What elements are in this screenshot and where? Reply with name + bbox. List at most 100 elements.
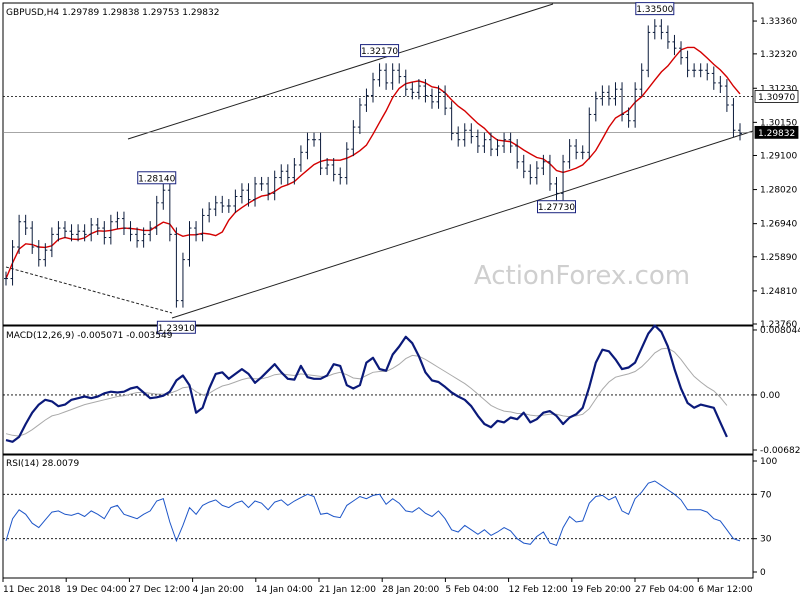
ohlc-bar (233, 189, 238, 213)
ohlc-bar (646, 25, 651, 78)
pivot-label: 1.23910 (158, 324, 195, 334)
dashed-support-line (5, 266, 173, 314)
ohlc-bar (534, 161, 539, 185)
ohlc-bar (36, 240, 41, 267)
pivot-label: 1.27730 (538, 203, 575, 213)
ohlc-bar (141, 227, 146, 248)
ohlc-bar (272, 170, 277, 201)
resistance-price-label: 1.30970 (758, 93, 795, 103)
ohlc-bar (521, 154, 526, 179)
ohlc-bar (384, 63, 389, 90)
ohlc-bar (194, 221, 199, 242)
ohlc-bar (331, 158, 336, 182)
ohlc-bar (69, 224, 74, 242)
ohlc-bar (325, 158, 330, 176)
ohlc-bar (338, 167, 343, 185)
macd-y-tick-label: 0.008044 (760, 326, 800, 336)
ohlc-bar (220, 195, 225, 213)
ohlc-bar (587, 107, 592, 160)
price-y-tick-label: 1.31230 (760, 84, 797, 94)
ohlc-bar (561, 154, 566, 201)
ohlc-bar (659, 19, 664, 40)
ohlc-bar (49, 227, 54, 258)
ohlc-bar (351, 120, 356, 157)
ohlc-bar (30, 221, 35, 254)
ohlc-bar (429, 88, 434, 109)
ohlc-bar (692, 63, 697, 78)
ohlc-bar (4, 271, 8, 286)
x-tick-label: 4 Jan 20:00 (193, 585, 245, 595)
ohlc-bar (259, 176, 264, 191)
ohlc-bar (731, 98, 736, 138)
ohlc-bar (416, 79, 421, 100)
lower-channel-line (171, 130, 754, 319)
price-y-tick-label: 1.28020 (760, 186, 797, 196)
ohlc-bar (685, 50, 690, 78)
ohlc-bar (187, 221, 192, 267)
ohlc-bar (462, 123, 467, 147)
ohlc-bar (364, 88, 369, 112)
ohlc-bar (547, 154, 552, 191)
ohlc-bar (665, 25, 670, 49)
ohlc-bar (253, 176, 258, 207)
ohlc-bar (17, 214, 22, 254)
ohlc-bar (403, 69, 408, 97)
ohlc-bar (508, 132, 513, 153)
ohlc-bar (475, 129, 480, 153)
ohlc-bar (593, 91, 598, 122)
ohlc-bar (443, 85, 448, 116)
ohlc-bar (226, 199, 231, 213)
price-y-tick-label: 1.24810 (760, 287, 797, 297)
ohlc-bar (128, 221, 133, 242)
ohlc-bar (410, 82, 415, 100)
ohlc-bar (397, 63, 402, 84)
ohlc-bar (154, 195, 159, 236)
ohlc-bar (121, 211, 126, 236)
ohlc-bar (390, 63, 395, 90)
pivot-label: 1.33500 (636, 5, 673, 15)
ohlc-bar (567, 139, 572, 169)
ohlc-bar (298, 145, 303, 172)
rsi-layer (3, 480, 753, 547)
ohlc-bar (620, 82, 625, 122)
pivot-label-box (360, 44, 400, 58)
ohlc-bar (456, 126, 461, 147)
macd-main-line (5, 324, 728, 443)
ohlc-bar (574, 139, 579, 160)
ohlc-bar (371, 72, 375, 103)
ohlc-bar (469, 123, 474, 144)
ohlc-bar (541, 154, 546, 176)
axis-layer: 1.33360 1.32320 1.31230 1.30150 1.29100 1.280… (2, 17, 800, 595)
macd-y-tick-label: 0.00 (760, 391, 780, 401)
ohlc-bar (108, 214, 113, 245)
price-y-tick-label: 1.25890 (760, 253, 797, 263)
rsi-line (5, 480, 741, 547)
ohlc-bar (554, 176, 559, 201)
pivot-label-box (635, 2, 675, 16)
ohlc-bar (43, 243, 48, 267)
ohlc-bar (115, 211, 120, 229)
pivot-label: 1.32170 (361, 47, 398, 57)
ohlc-bar (305, 132, 310, 160)
ohlc-bar (423, 79, 428, 103)
ohlc-bar (161, 183, 166, 210)
ohlc-bar (672, 34, 677, 56)
ohlc-bar (738, 123, 742, 141)
rsi-y-tick-label: 30 (760, 535, 772, 545)
ohlc-bar (606, 85, 611, 106)
ohlc-bar (488, 132, 493, 157)
x-tick-label: 5 Feb 04:00 (445, 585, 499, 595)
ohlc-bar (89, 217, 94, 242)
ohlc-bar (174, 227, 179, 308)
ohlc-bar (679, 41, 684, 65)
price-header: GBPUSD,H4 1.29789 1.29838 1.29753 1.2983… (6, 8, 219, 18)
ohlc-bar (502, 132, 507, 153)
rsi-header: RSI(14) 28.0079 (6, 459, 79, 469)
ohlc-bar (207, 202, 212, 223)
x-tick-label: 11 Dec 2018 (3, 585, 61, 595)
price-y-tick-label: 1.33360 (760, 17, 797, 27)
ohlc-bar (652, 19, 657, 40)
ohlc-bar (613, 82, 618, 106)
ohlc-bar (528, 164, 533, 185)
